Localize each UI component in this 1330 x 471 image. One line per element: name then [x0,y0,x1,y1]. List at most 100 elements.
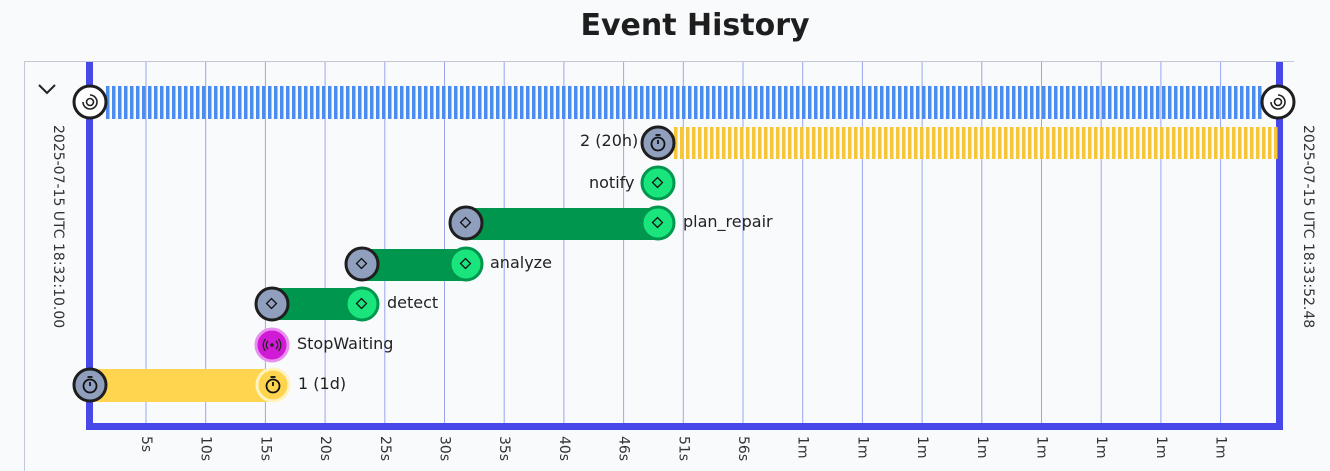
analyze-label: analyze [490,253,552,272]
stripe-segment [790,86,794,119]
stripe-segment [1084,86,1088,119]
stripe-segment [178,86,182,119]
stripe-segment [202,86,206,119]
tick-label: 1m [914,436,930,459]
stripe-segment [622,86,626,119]
chevron-down-icon[interactable] [37,80,57,98]
workflow-swirl-icon [1270,94,1286,110]
stripe-segment [1166,127,1170,159]
timer-2-start-node[interactable] [640,125,676,161]
timer-1-start-node[interactable] [72,367,108,403]
stripe-segment [908,127,912,159]
stripe-segment [776,127,780,159]
timer-2-pending-bar[interactable] [674,127,1278,159]
stripe-segment [1258,86,1262,119]
stripe-segment [778,86,782,119]
stripe-segment [1070,127,1074,159]
workflow-execution-bar[interactable] [106,86,1262,119]
stripe-segment [1022,127,1026,159]
stripe-segment [716,127,720,159]
stripe-segment [112,86,116,119]
stripe-segment [938,127,942,159]
stripe-segment [1192,86,1196,119]
page-title: Event History [580,8,810,43]
stripe-segment [866,127,870,159]
stripe-segment [1228,86,1232,119]
stripe-segment [964,86,968,119]
stripe-segment [130,86,134,119]
stripe-segment [1220,127,1224,159]
stripe-segment [1028,127,1032,159]
stripe-segment [962,127,966,159]
stripe-segment [184,86,188,119]
stripe-segment [856,86,860,119]
stripe-segment [826,86,830,119]
tick-label: 25s [377,436,393,461]
stripe-segment [1060,86,1064,119]
timer-1-bar[interactable] [90,369,273,402]
stripe-segment [1250,127,1254,159]
stripe-segment [770,127,774,159]
tick-label: 1m [854,436,870,459]
analyze-start-node[interactable] [344,246,380,282]
detect-start-node[interactable] [254,286,290,322]
stripe-segment [454,86,458,119]
detect-end-node[interactable] [344,286,380,322]
stripe-segment [1082,127,1086,159]
stripe-segment [394,86,398,119]
plan-repair-start-node[interactable] [448,205,484,241]
stop-waiting-signal-node[interactable] [254,327,290,363]
stripe-segment [346,86,350,119]
stripe-segment [1034,127,1038,159]
stripe-segment [1274,127,1278,159]
diamond-icon [459,216,472,229]
stripe-segment [884,127,888,159]
stripe-segment [902,127,906,159]
stripe-segment [886,86,890,119]
stripe-segment [700,86,704,119]
workflow-end-node[interactable] [1260,84,1296,120]
stripe-segment [442,86,446,119]
stripe-segment [848,127,852,159]
stripe-segment [1012,86,1016,119]
stripe-segment [1160,127,1164,159]
stop-waiting-label: StopWaiting [297,334,394,353]
stripe-segment [898,86,902,119]
stripe-segment [424,86,428,119]
stripe-segment [226,86,230,119]
notify-label: notify [589,173,635,192]
analyze-end-node[interactable] [448,246,484,282]
stripe-segment [400,86,404,119]
stripe-segment [998,127,1002,159]
stripe-segment [892,86,896,119]
stripe-segment [920,127,924,159]
stripe-segment [520,86,524,119]
stripe-segment [712,86,716,119]
timer-1-end-node[interactable] [255,367,291,403]
stripe-segment [968,127,972,159]
stripe-segment [914,127,918,159]
plan-repair-end-node[interactable] [640,205,676,241]
stripe-segment [352,86,356,119]
stripe-segment [844,86,848,119]
stripe-segment [992,127,996,159]
tick-label: 20s [317,436,333,461]
stripe-segment [686,127,690,159]
stripe-segment [250,86,254,119]
stripe-segment [1054,86,1058,119]
stripe-segment [118,86,122,119]
stripe-segment [142,86,146,119]
stripe-segment [1076,127,1080,159]
stripe-segment [1136,127,1140,159]
stripe-segment [304,86,308,119]
stripe-segment [610,86,614,119]
stripe-segment [550,86,554,119]
stripe-segment [1106,127,1110,159]
plan-repair-bar[interactable] [466,208,658,240]
stripe-segment [514,86,518,119]
notify-node[interactable] [640,165,676,201]
workflow-start-node[interactable] [72,84,108,120]
stripe-segment [376,86,380,119]
stripe-segment [916,86,920,119]
stripe-segment [830,127,834,159]
